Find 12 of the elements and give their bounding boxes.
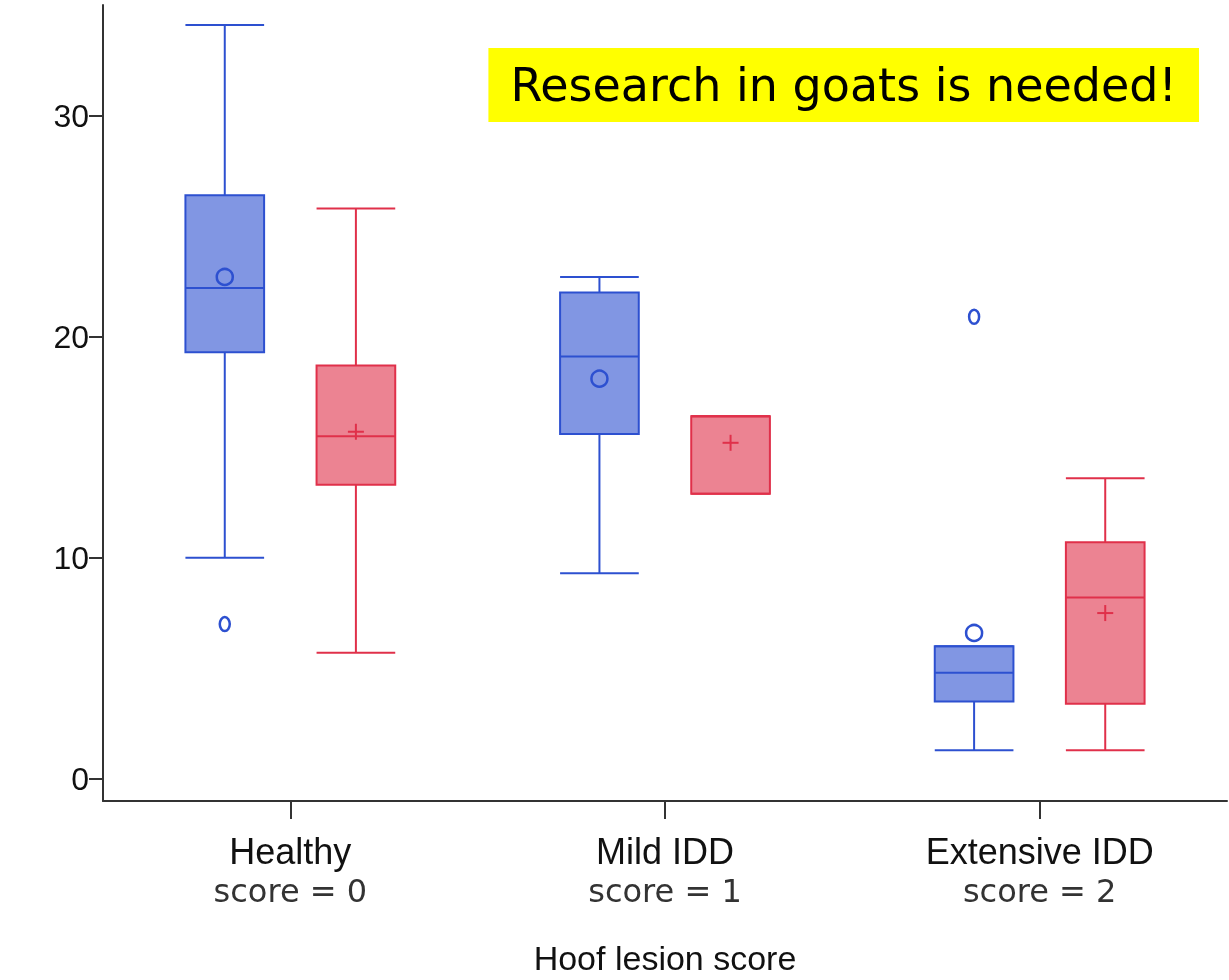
y-tick-label: 10 bbox=[53, 539, 89, 576]
x-axis-title: Hoof lesion score bbox=[533, 939, 797, 977]
y-tick-label: 0 bbox=[71, 760, 89, 797]
text: Research in goats is needed! bbox=[510, 58, 1178, 112]
text: score = 2 bbox=[962, 872, 1117, 910]
y-tick-label: 30 bbox=[53, 97, 89, 134]
x-tick-label: Mild IDD bbox=[595, 830, 735, 872]
text: score = 1 bbox=[588, 872, 742, 910]
x-tick-label: Extensive IDD bbox=[925, 830, 1154, 872]
text: score = 0 bbox=[213, 872, 368, 910]
y-tick-label: 20 bbox=[53, 318, 89, 355]
x-tick-label: Healthy bbox=[229, 830, 352, 872]
